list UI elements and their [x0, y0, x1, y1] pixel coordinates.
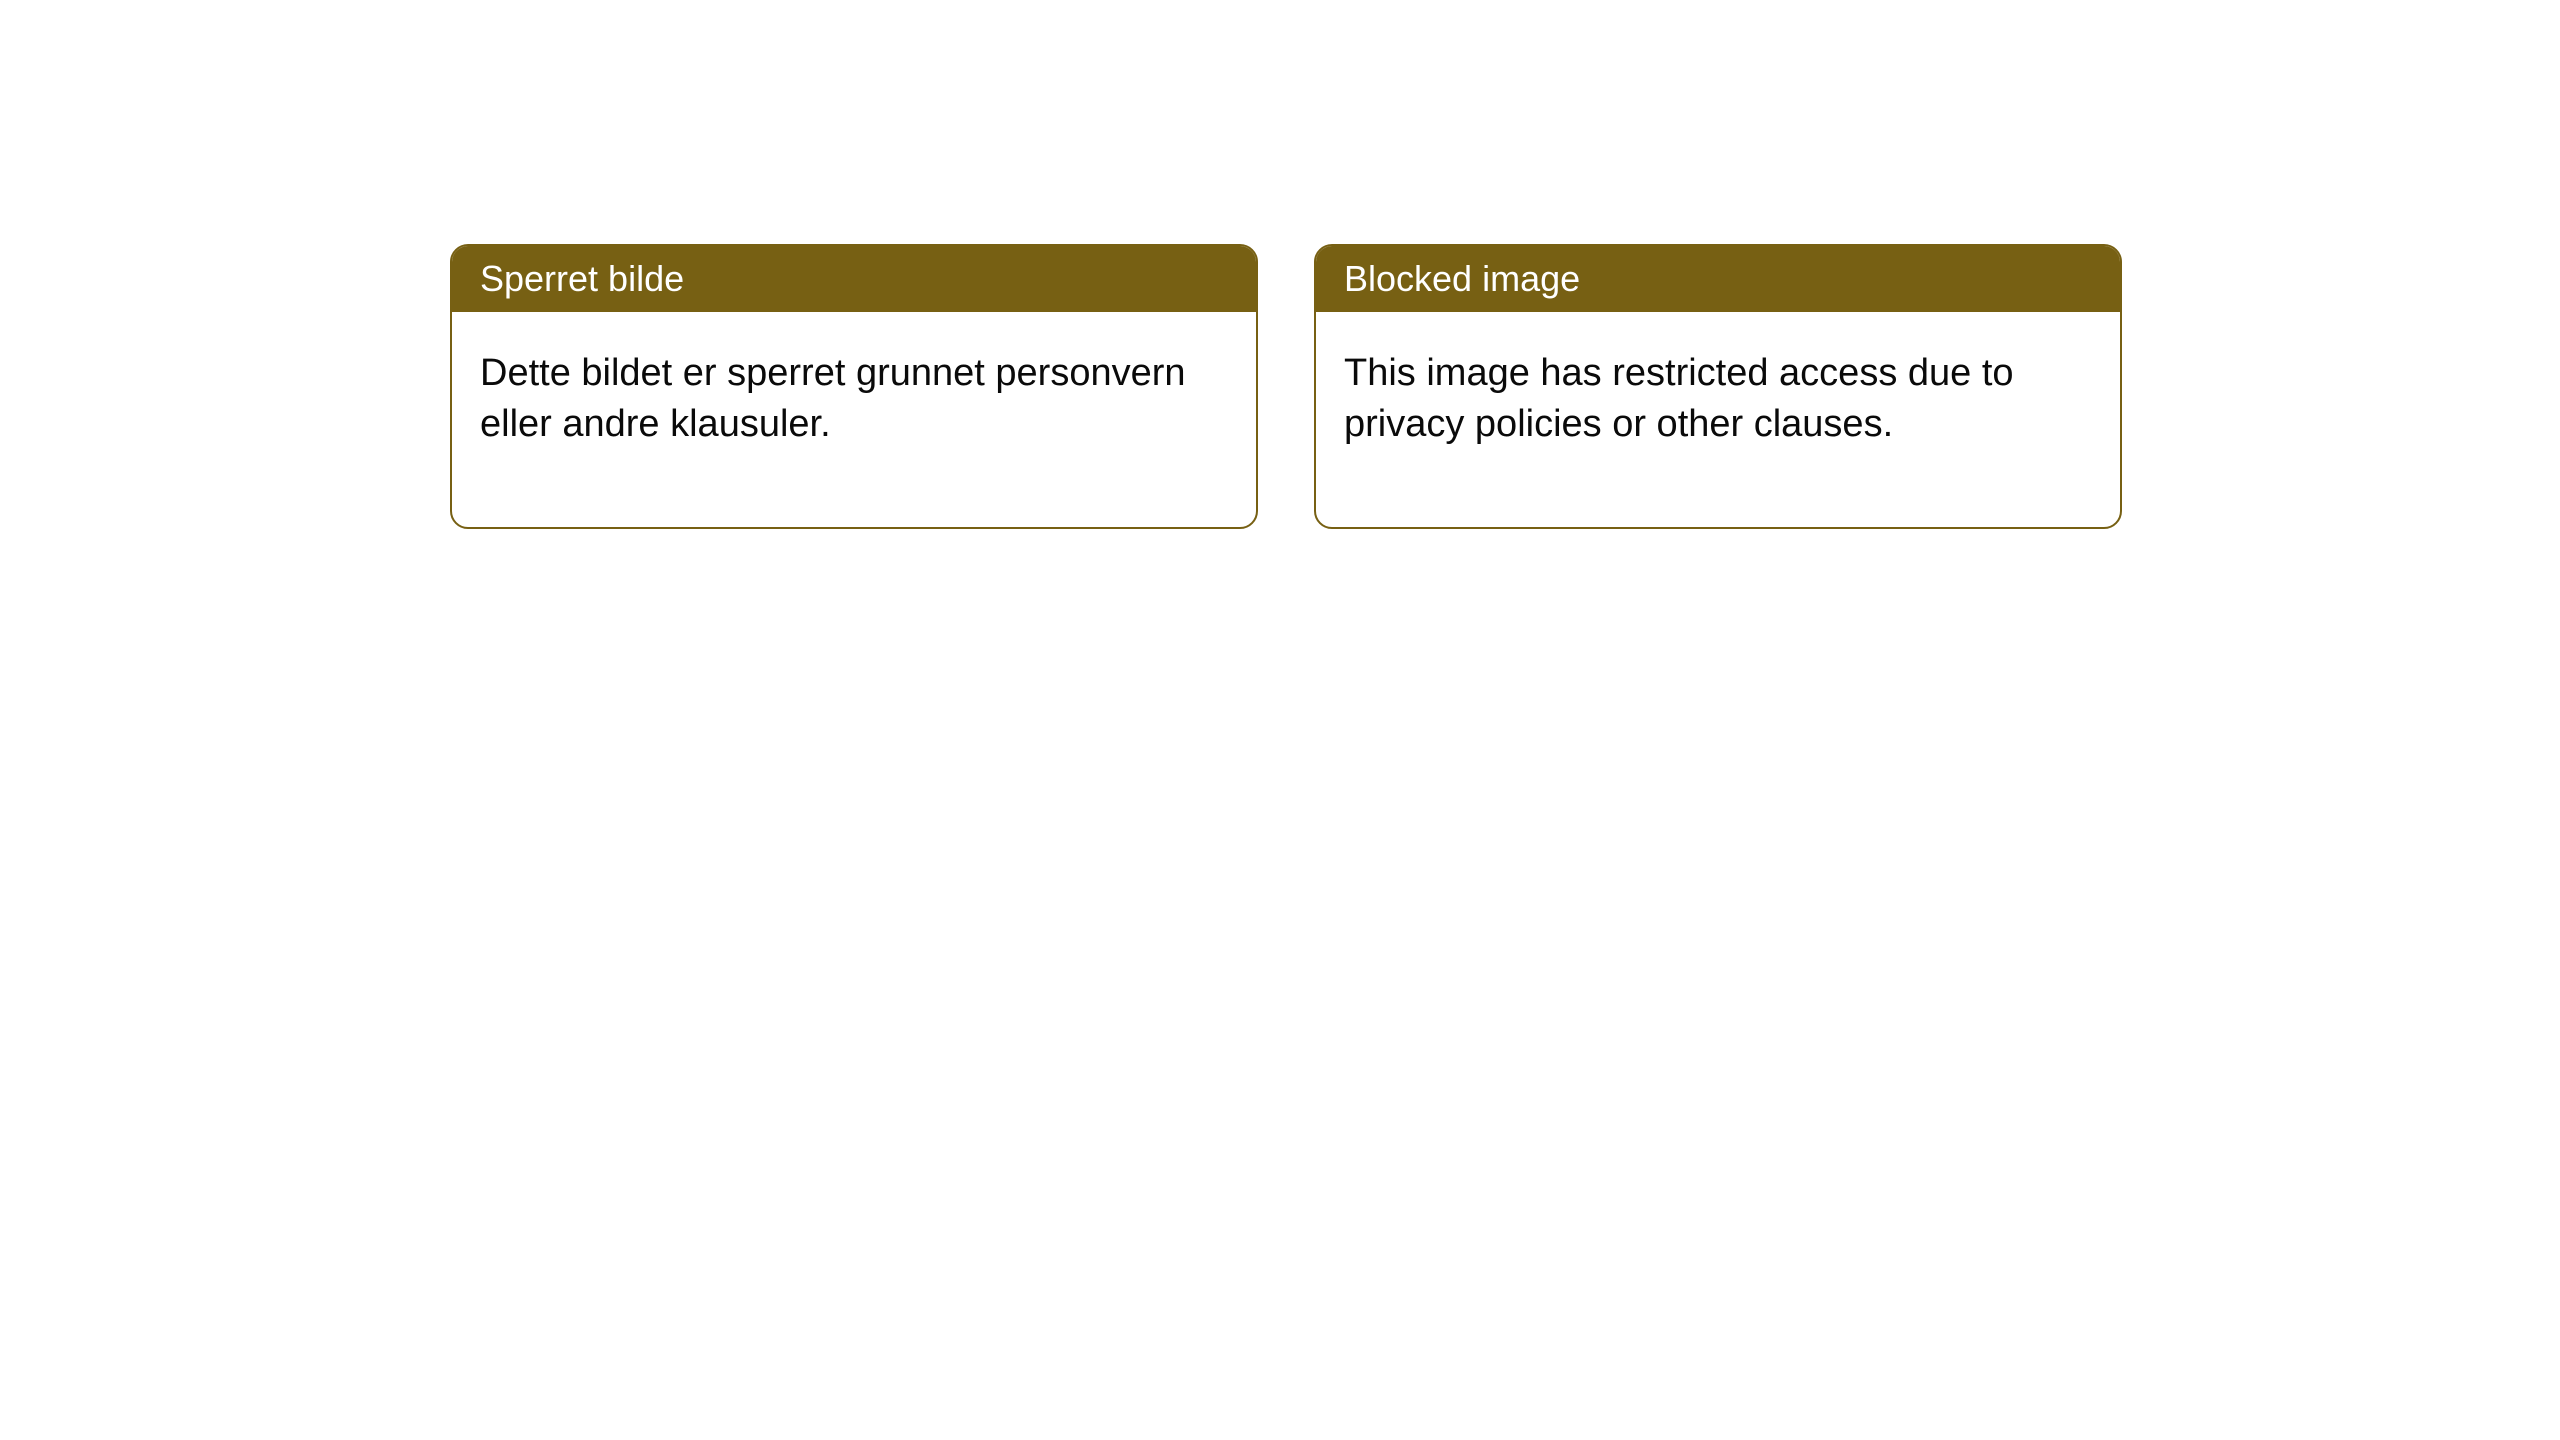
card-title: Blocked image	[1344, 258, 1580, 299]
card-header: Sperret bilde	[452, 246, 1256, 312]
card-header: Blocked image	[1316, 246, 2120, 312]
card-body: This image has restricted access due to …	[1316, 312, 2120, 527]
notice-card-norwegian: Sperret bilde Dette bildet er sperret gr…	[450, 244, 1258, 529]
notice-card-english: Blocked image This image has restricted …	[1314, 244, 2122, 529]
notice-cards-container: Sperret bilde Dette bildet er sperret gr…	[450, 244, 2122, 529]
card-message: Dette bildet er sperret grunnet personve…	[480, 352, 1186, 445]
card-message: This image has restricted access due to …	[1344, 352, 2014, 445]
card-title: Sperret bilde	[480, 258, 684, 299]
card-body: Dette bildet er sperret grunnet personve…	[452, 312, 1256, 527]
